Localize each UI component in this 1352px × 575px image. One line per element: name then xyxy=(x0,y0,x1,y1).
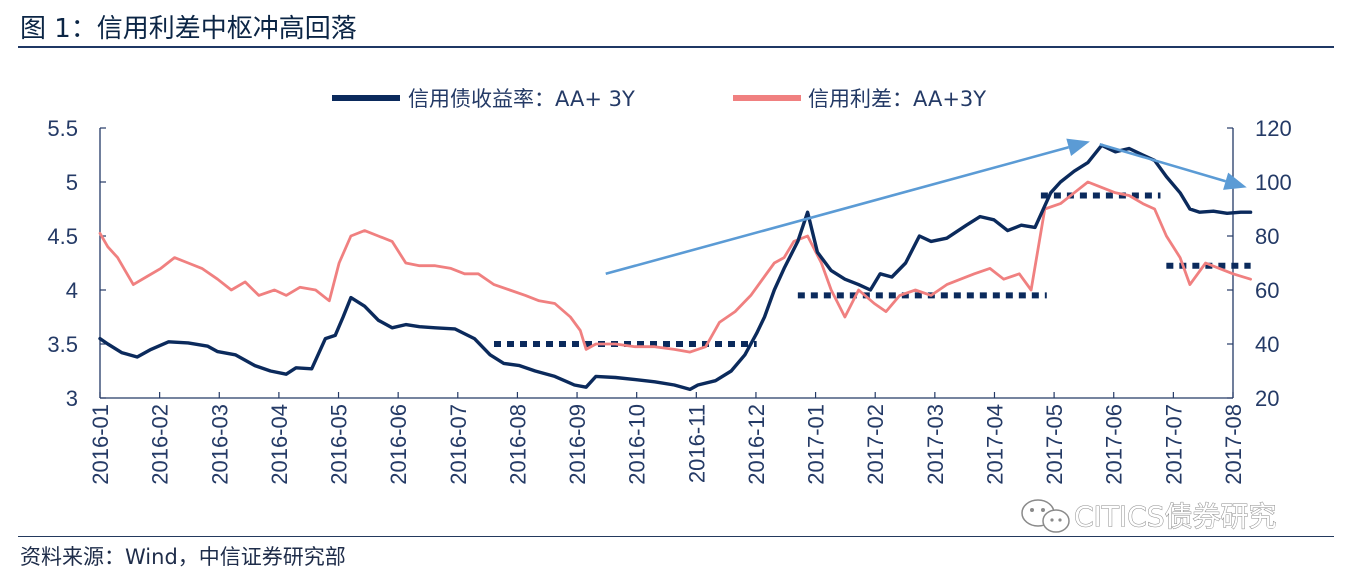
x-tick-label: 2016-04 xyxy=(267,404,292,485)
trend-arrows xyxy=(605,138,1247,276)
left-tick-label: 4 xyxy=(66,278,78,303)
x-tick-label: 2017-06 xyxy=(1102,404,1127,485)
left-tick-label: 3.5 xyxy=(47,332,78,357)
title-rule xyxy=(18,46,1334,48)
x-tick-label: 2016-10 xyxy=(625,404,650,485)
x-tick-label: 2017-03 xyxy=(923,404,948,485)
x-tick-label: 2017-04 xyxy=(982,404,1007,485)
trend-arrow-line xyxy=(1099,142,1226,183)
left-tick-label: 4.5 xyxy=(47,224,78,249)
series-line-yield xyxy=(98,143,1253,392)
legend-label-spread: 信用利差：AA+3Y xyxy=(808,87,986,111)
trend-arrow-head xyxy=(1223,172,1247,190)
x-tick-label: 2016-07 xyxy=(446,404,471,485)
reference-levels xyxy=(494,192,1251,347)
legend: 信用债收益率：AA+ 3Y 信用利差：AA+3Y xyxy=(332,87,986,111)
right-tick-label: 40 xyxy=(1255,332,1279,357)
watermark: CITICS债券研究 xyxy=(1021,499,1277,534)
x-tick-label: 2016-06 xyxy=(386,404,411,485)
right-tick-label: 120 xyxy=(1255,116,1292,141)
series-line-spread xyxy=(98,180,1252,354)
x-axis-ticks: 2016-01 2016-02 2016-03 2016-04 2016-05 2016-… xyxy=(88,392,1246,485)
x-tick-label: 2017-01 xyxy=(804,404,829,485)
x-tick-label: 2016-02 xyxy=(148,404,173,485)
right-axis-ticks: 20 40 60 80 100 120 xyxy=(1227,116,1292,411)
x-tick-label: 2017-05 xyxy=(1042,404,1067,485)
right-tick-label: 100 xyxy=(1255,170,1292,195)
x-tick-label: 2017-07 xyxy=(1161,404,1186,485)
x-tick-label: 2016-05 xyxy=(327,404,352,485)
trend-arrow-head xyxy=(1066,138,1090,156)
wechat-logo-icon xyxy=(1021,499,1070,533)
series-lines xyxy=(98,143,1253,392)
figure-title: 图 1：信用利差中枢冲高回落 xyxy=(20,14,357,44)
left-tick-label: 5.5 xyxy=(47,116,78,141)
x-tick-label: 2017-08 xyxy=(1221,404,1246,485)
x-tick-label: 2016-01 xyxy=(88,404,113,485)
right-tick-label: 80 xyxy=(1255,224,1279,249)
right-tick-label: 20 xyxy=(1255,386,1279,411)
source-note: 资料来源：Wind，中信证券研究部 xyxy=(20,545,346,569)
watermark-text: CITICS债券研究 xyxy=(1074,500,1277,533)
trend-arrow-line xyxy=(605,146,1070,276)
x-tick-label: 2016-11 xyxy=(684,404,709,483)
left-axis-ticks: 3 3.5 4 4.5 5 5.5 xyxy=(47,116,106,411)
x-tick-label: 2016-08 xyxy=(505,404,530,485)
x-tick-label: 2017-02 xyxy=(863,404,888,485)
x-tick-label: 2016-09 xyxy=(565,404,590,485)
source-rule xyxy=(18,536,1334,537)
legend-label-yield: 信用债收益率：AA+ 3Y xyxy=(408,87,635,111)
left-tick-label: 5 xyxy=(66,170,78,195)
left-tick-label: 3 xyxy=(66,386,78,411)
x-tick-label: 2016-12 xyxy=(744,404,769,485)
right-tick-label: 60 xyxy=(1255,278,1279,303)
x-tick-label: 2016-03 xyxy=(207,404,232,485)
